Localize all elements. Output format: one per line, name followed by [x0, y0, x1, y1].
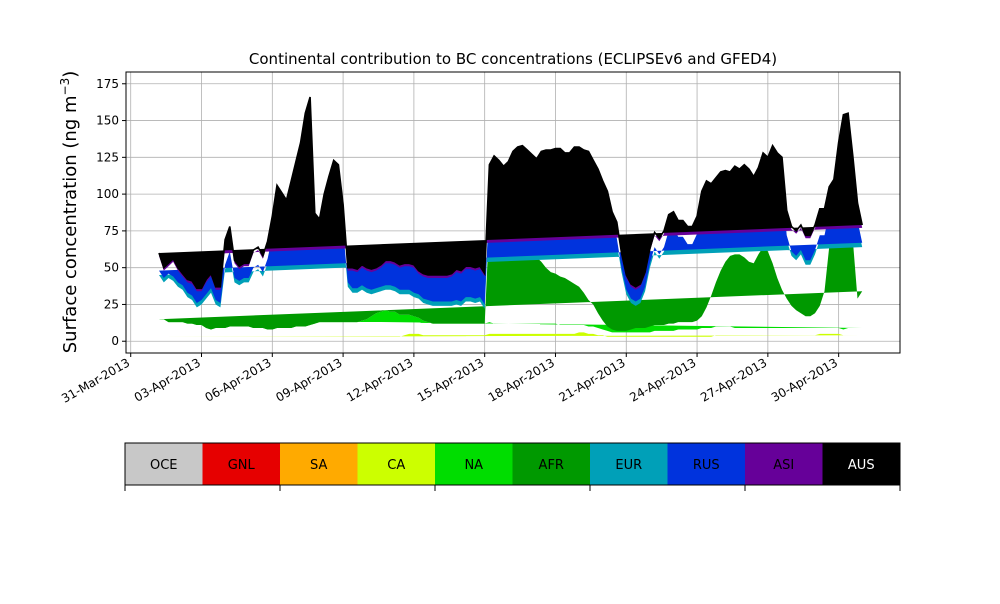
- legend-label-afr: AFR: [539, 458, 564, 473]
- legend-swatch-ca: [357, 443, 435, 485]
- y-axis-label-main: Surface concentration (ng m: [60, 95, 81, 353]
- y-tick-label: 0: [111, 334, 119, 348]
- y-axis-label: Surface concentration (ng m−3): [58, 71, 81, 354]
- legend-label-oce: OCE: [150, 458, 178, 473]
- legend-label-aus: AUS: [848, 458, 875, 473]
- legend-label-sa: SA: [310, 458, 327, 473]
- y-tick-label: 75: [104, 224, 119, 238]
- legend-label-gnl: GNL: [228, 458, 256, 473]
- legend-label-eur: EUR: [615, 458, 642, 473]
- colorbar-legend: OCE GNL SA CA NA AFR EUR RUS ASI AUS: [124, 442, 901, 491]
- y-tick-label: 50: [104, 261, 119, 275]
- legend-swatch-gnl: [202, 443, 280, 485]
- area-aus: [159, 97, 863, 289]
- area-ca: [159, 332, 863, 337]
- y-axis-label-superscript: −3: [58, 78, 72, 96]
- legend-swatch-asi: [745, 443, 823, 485]
- legend-label-ca: CA: [387, 458, 405, 473]
- y-tick-label: 25: [104, 297, 119, 311]
- legend-label-rus: RUS: [693, 458, 720, 473]
- y-tick-label: 150: [96, 114, 119, 128]
- area-na: [159, 310, 863, 333]
- legend-swatch-oce: [125, 443, 203, 485]
- legend-swatch-eur: [590, 443, 668, 485]
- legend-swatch-na: [435, 443, 513, 485]
- legend-swatch-aus: [822, 443, 900, 485]
- legend-swatch-rus: [667, 443, 745, 485]
- area-series: [159, 97, 863, 337]
- y-tick-label: 100: [96, 187, 119, 201]
- y-tick-label: 175: [96, 77, 119, 91]
- y-axis-label-close: ): [60, 71, 81, 78]
- total-concentration-line: [158, 96, 863, 290]
- chart-title: Continental contribution to BC concentra…: [249, 50, 777, 68]
- legend-label-na: NA: [464, 458, 483, 473]
- legend-label-asi: ASI: [773, 458, 794, 473]
- legend-swatch-afr: [512, 443, 590, 485]
- legend-frame: [124, 442, 901, 486]
- legend-swatch-sa: [280, 443, 358, 485]
- plot-frame: [125, 71, 901, 354]
- y-axis: 0 25 50 75 100 125 150 175: [96, 77, 126, 348]
- y-tick-label: 125: [96, 150, 119, 164]
